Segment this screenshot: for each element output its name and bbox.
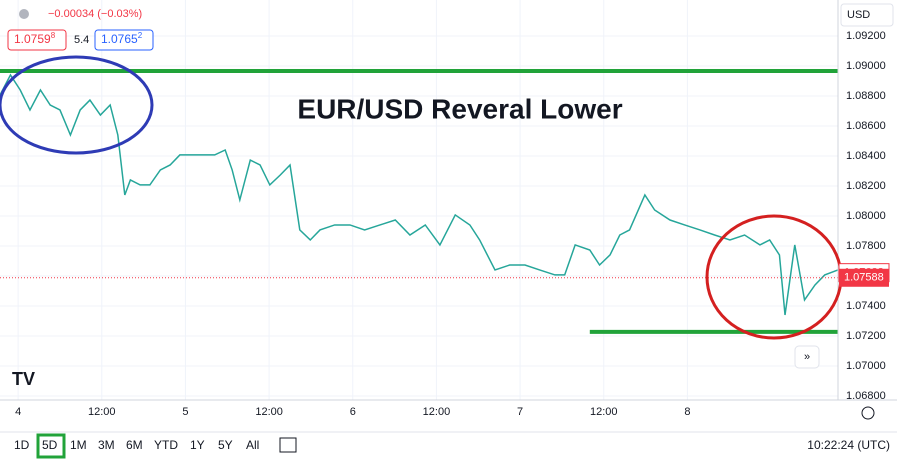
icon [19,9,29,19]
bid-box[interactable] [7,29,67,51]
x-tick-label: 8 [684,406,690,418]
logo: TV [12,369,35,389]
bid-main: 1.0759 [14,32,51,46]
last-price-label: 1.07588 [844,272,884,284]
y-tick-label: 1.08200 [846,180,886,192]
y-tick-label: 1.08600 [846,120,886,132]
range-button[interactable]: 1D [14,438,30,452]
x-tick-label: 6 [350,406,356,418]
y-tick-label: 1.07800 [846,240,886,252]
range-selected [36,433,66,459]
scroll-button[interactable] [794,345,820,369]
y-tick-label: 1.06800 [846,390,886,402]
x-tick-label: 4 [15,406,21,418]
clock: 10:22:24 (UTC) [807,438,890,452]
y-tick-label: 1.08400 [846,150,886,162]
ask-box[interactable] [94,29,154,51]
range-button[interactable]: 6M [126,438,143,452]
range-button[interactable]: 3M [98,438,115,452]
x-tick-label: 12:00 [423,406,451,418]
currency-select[interactable] [840,3,894,27]
range-button[interactable]: 1M [70,438,87,452]
range-button[interactable]: 5D [42,438,58,452]
ask-price: 1.07652 [101,31,143,46]
change: −0.00034 (−0.03%) [48,8,142,20]
settings-icon[interactable] [861,406,875,420]
x-tick-label: 7 [517,406,523,418]
last-price-box [839,268,889,287]
y-tick-label: 1.08800 [846,90,886,102]
range-button[interactable]: YTD [154,438,178,452]
x-tick-label: 12:00 [255,406,283,418]
x-tick-label: 12:00 [88,406,116,418]
scroll-icon: » [804,351,810,363]
ask-main: 1.0765 [101,32,138,46]
x-tick-label: 12:00 [590,406,618,418]
y-tick-label: 1.09000 [846,60,886,72]
y-tick-label: 1.08000 [846,210,886,222]
range-button[interactable]: 1Y [190,438,205,452]
ask-pip: 2 [138,31,143,40]
highlight-circle [0,55,154,155]
bid-price: 1.07598 [14,31,56,46]
y-tick-label: 1.09200 [846,30,886,42]
range-button[interactable]: All [246,438,259,452]
currency: USD [847,9,870,21]
bid-pip: 8 [51,31,56,40]
y-tick-label: 1.07200 [846,330,886,342]
spread: 5.4 [74,34,89,46]
y-tick-label: 1.07400 [846,300,886,312]
y-tick-label: 1.07000 [846,360,886,372]
range-button[interactable]: 5Y [218,438,233,452]
chart-title: EUR/USD Reveral Lower [297,93,622,124]
date-range-icon[interactable] [279,437,297,453]
x-tick-label: 5 [182,406,188,418]
